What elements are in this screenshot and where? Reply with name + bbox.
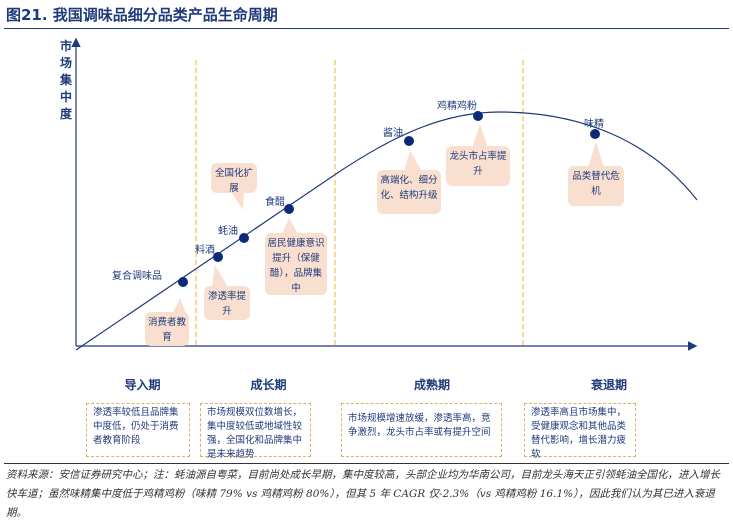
product-label: 复合调味品 bbox=[112, 271, 162, 282]
title-divider bbox=[4, 28, 729, 29]
callout: 高端化、细分化、结构升级 bbox=[377, 170, 441, 214]
stage-description: 市场规模增速放缓，渗透率高，竞争激烈，龙头市占率或有提升空间 bbox=[341, 403, 502, 457]
stage-decline: 衰退期 bbox=[590, 377, 627, 392]
callout: 居民健康意识提升（保健醋），品牌集中 bbox=[265, 233, 327, 295]
product-dot bbox=[239, 233, 249, 243]
product-dot bbox=[213, 252, 223, 262]
stage-intro: 导入期 bbox=[124, 377, 161, 392]
callout: 品类替代危机 bbox=[568, 166, 624, 206]
product-label: 鸡精鸡粉 bbox=[437, 101, 477, 112]
callout: 消费者教育 bbox=[145, 312, 189, 346]
footnote-divider bbox=[4, 463, 729, 464]
product-label: 蚝油 bbox=[218, 226, 238, 237]
callout: 龙头市占率提升 bbox=[446, 146, 510, 186]
product-label: 料酒 bbox=[195, 245, 215, 256]
figure-title: 图21. 我国调味品细分品类产品生命周期 bbox=[6, 6, 278, 24]
product-dot bbox=[473, 111, 483, 121]
product-dot bbox=[284, 204, 294, 214]
product-dot bbox=[404, 136, 414, 146]
curve-chart bbox=[71, 37, 698, 351]
product-label: 酱油 bbox=[383, 128, 403, 139]
stage-description: 渗透率高且市场集中，受健康观念和其他品类替代影响，增长潜力疲软 bbox=[524, 403, 636, 460]
product-dot bbox=[178, 277, 188, 287]
stage-description: 市场规模双位数增长，集中度较低或地域性较强，全国化和品牌集中是未来趋势 bbox=[200, 403, 311, 460]
product-label: 味精 bbox=[584, 119, 604, 130]
stage-growth: 成长期 bbox=[250, 377, 287, 392]
y-axis-label: 市场集中度 bbox=[60, 39, 73, 121]
callout: 全国化扩展 bbox=[211, 163, 257, 194]
stage-mature: 成熟期 bbox=[413, 377, 450, 392]
footnote: 资料来源：安信证券研究中心；注：蚝油源自粤菜，目前尚处成长早期，集中度较高，头部… bbox=[6, 469, 720, 519]
stage-description: 渗透率较低且品牌集中度低，仍处于消费者教育阶段 bbox=[86, 403, 190, 457]
lifecycle-curve bbox=[75, 111, 698, 351]
product-label: 食醋 bbox=[265, 197, 285, 208]
callout: 渗透率提升 bbox=[204, 286, 250, 320]
product-dot bbox=[590, 129, 600, 139]
